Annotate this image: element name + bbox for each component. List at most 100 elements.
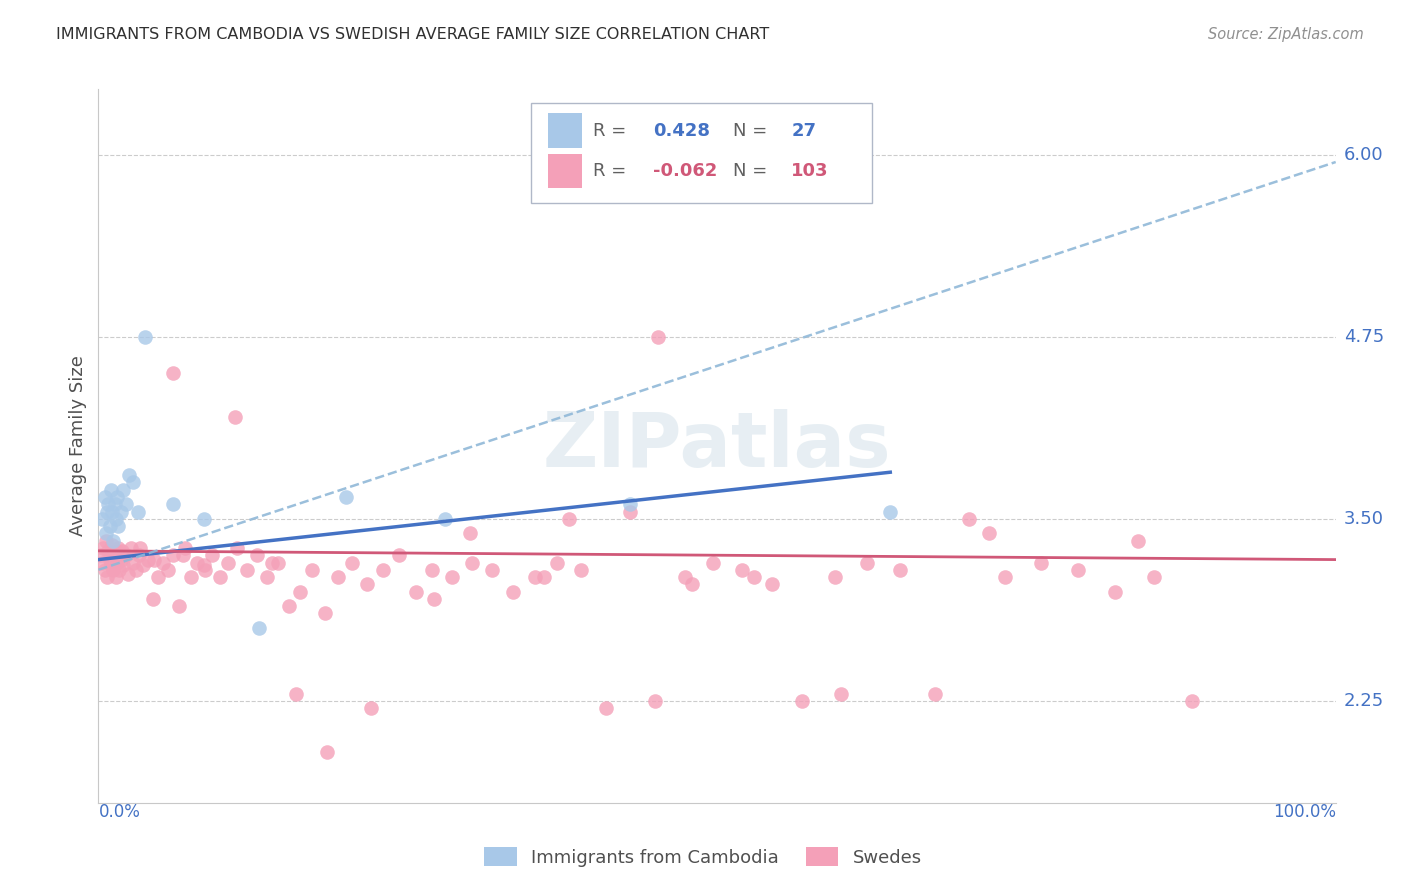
Point [98,519,121,533]
Point [107,519,129,533]
Point [143,552,166,566]
Point [103,533,125,548]
Point [91,512,114,526]
Point [340,556,363,570]
Point [162,497,184,511]
Point [644,694,666,708]
Point [924,687,946,701]
Text: 27: 27 [792,121,817,139]
Point [142,591,165,606]
Point [731,563,754,577]
Point [128,548,150,562]
Point [316,745,339,759]
Point [93,490,115,504]
Text: R =: R = [593,162,633,180]
Point [267,556,290,570]
Point [97,497,120,511]
Point [1067,563,1090,577]
Point [335,490,357,504]
Point [994,570,1017,584]
Point [481,563,503,577]
Point [97,544,120,558]
Point [557,512,579,526]
Point [742,570,765,584]
Point [502,584,524,599]
Point [146,570,169,584]
Text: 0.428: 0.428 [652,121,710,139]
Point [107,541,129,555]
Point [405,584,427,599]
Point [100,483,122,497]
Point [129,541,152,555]
Point [301,563,323,577]
Point [122,556,145,570]
Text: Source: ZipAtlas.com: Source: ZipAtlas.com [1208,27,1364,42]
Text: R =: R = [593,121,633,139]
Point [101,504,124,518]
FancyBboxPatch shape [531,103,872,203]
Point [1126,533,1149,548]
Point [103,563,125,577]
Point [217,556,239,570]
Point [174,541,197,555]
Point [979,526,1001,541]
Text: N =: N = [733,162,773,180]
Text: 4.75: 4.75 [1344,327,1385,346]
Point [186,556,208,570]
Point [959,512,981,526]
Point [162,548,184,562]
Point [167,599,190,614]
Point [328,570,350,584]
Point [117,567,139,582]
Point [193,558,215,573]
Point [136,552,159,566]
Point [226,541,249,555]
Point [208,570,231,584]
Text: 6.00: 6.00 [1344,145,1384,164]
Point [94,533,117,548]
Point [595,701,617,715]
Point [112,483,135,497]
Point [673,570,696,584]
Point [356,577,378,591]
Point [433,512,456,526]
Point [224,409,246,424]
Point [533,570,555,584]
Point [1143,570,1166,584]
Point [247,621,270,635]
Point [194,563,217,577]
Point [98,552,121,566]
Point [619,504,641,518]
Point [180,570,202,584]
Text: 100.0%: 100.0% [1272,803,1336,821]
Point [110,504,132,518]
Point [94,526,117,541]
Text: N =: N = [733,121,773,139]
Point [152,556,174,570]
Point [91,556,114,570]
Point [112,558,135,573]
Point [124,563,146,577]
Point [647,330,669,344]
Point [172,548,194,562]
Point [1181,694,1204,708]
Point [702,556,724,570]
Point [127,504,149,518]
Point [100,558,122,573]
Point [104,512,127,526]
Point [889,563,911,577]
Point [824,570,846,584]
Point [122,475,145,490]
Point [114,548,136,562]
Point [681,577,703,591]
Point [193,512,215,526]
Point [96,504,118,518]
Point [546,556,568,570]
Point [105,544,128,558]
Point [256,570,278,584]
Point [93,541,115,555]
Point [278,599,301,614]
Point [246,548,269,562]
Point [619,497,641,511]
Point [110,552,132,566]
